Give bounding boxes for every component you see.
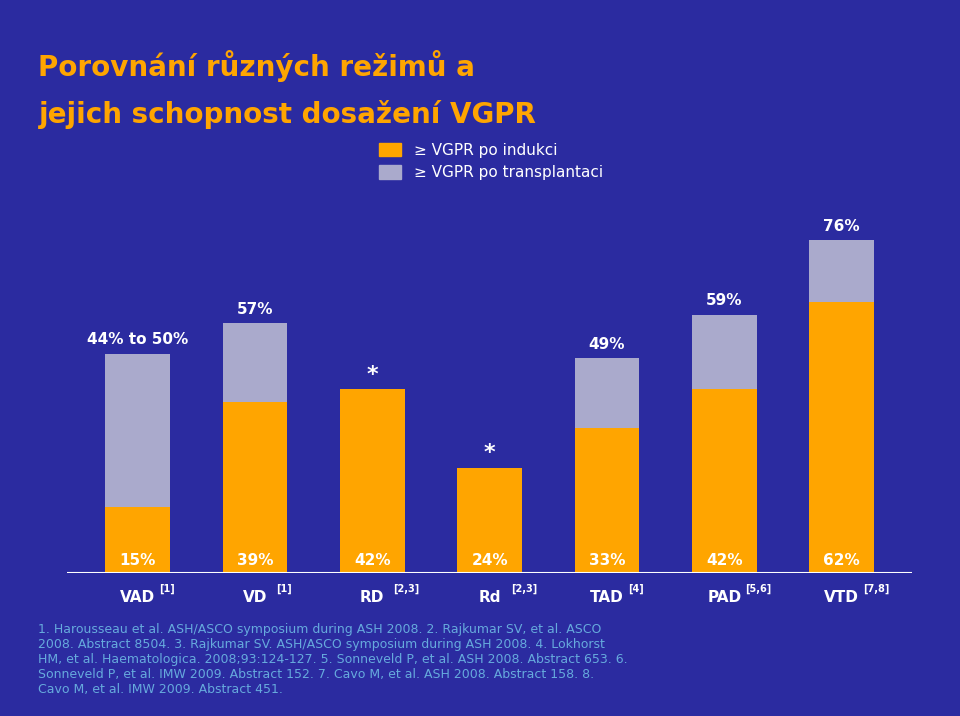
Text: [7,8]: [7,8] xyxy=(863,584,889,594)
Text: 44% to 50%: 44% to 50% xyxy=(87,332,188,347)
Text: Rd: Rd xyxy=(478,590,501,605)
Legend: ≥ VGPR po indukci, ≥ VGPR po transplantaci: ≥ VGPR po indukci, ≥ VGPR po transplanta… xyxy=(372,137,609,187)
Text: 42%: 42% xyxy=(354,553,391,569)
Text: jejich schopnost dosažení VGPR: jejich schopnost dosažení VGPR xyxy=(38,100,537,130)
Text: RD: RD xyxy=(360,590,384,605)
Text: [2,3]: [2,3] xyxy=(511,584,537,594)
Text: *: * xyxy=(484,443,495,463)
Text: 33%: 33% xyxy=(588,553,625,569)
Text: VD: VD xyxy=(243,590,267,605)
Bar xyxy=(809,241,874,301)
Bar xyxy=(223,324,287,402)
Text: VTD: VTD xyxy=(825,590,859,605)
Text: 62%: 62% xyxy=(824,553,860,569)
Text: [2,3]: [2,3] xyxy=(394,584,420,594)
Text: 42%: 42% xyxy=(706,553,743,569)
Bar xyxy=(692,314,756,389)
Text: 59%: 59% xyxy=(706,293,742,308)
Bar xyxy=(340,389,404,573)
Text: TAD: TAD xyxy=(590,590,624,605)
Bar xyxy=(809,301,874,573)
Text: 1. Harousseau et al. ASH/ASCO symposium during ASH 2008. 2. Rajkumar SV, et al. : 1. Harousseau et al. ASH/ASCO symposium … xyxy=(38,623,628,696)
Text: Porovnání různých režimů a: Porovnání různých režimů a xyxy=(38,50,475,82)
Bar xyxy=(457,468,522,573)
Bar xyxy=(106,507,170,573)
Bar xyxy=(106,354,170,507)
Text: 57%: 57% xyxy=(237,302,274,316)
Bar xyxy=(575,359,639,428)
Text: [1]: [1] xyxy=(276,584,292,594)
Text: 15%: 15% xyxy=(119,553,156,569)
Text: [5,6]: [5,6] xyxy=(745,584,772,594)
Text: *: * xyxy=(367,364,378,384)
Text: [4]: [4] xyxy=(628,584,644,594)
Text: 49%: 49% xyxy=(588,337,625,352)
Bar xyxy=(692,389,756,573)
Text: VAD: VAD xyxy=(120,590,156,605)
Text: 39%: 39% xyxy=(237,553,274,569)
Text: PAD: PAD xyxy=(708,590,741,605)
Bar xyxy=(575,428,639,573)
Text: 24%: 24% xyxy=(471,553,508,569)
Text: [1]: [1] xyxy=(158,584,175,594)
Text: 76%: 76% xyxy=(824,218,860,233)
Bar xyxy=(223,402,287,573)
